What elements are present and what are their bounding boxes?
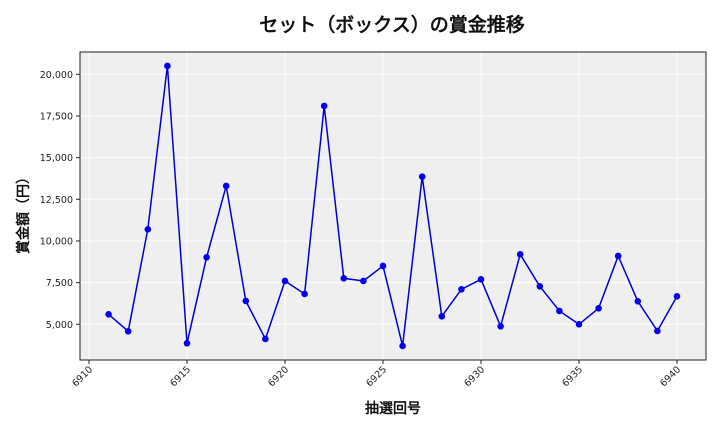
data-point-marker [222, 182, 230, 190]
data-point-marker [144, 226, 152, 233]
data-series [105, 62, 681, 350]
data-point-marker [203, 253, 210, 261]
data-point-marker [320, 102, 328, 110]
data-point-marker [536, 283, 544, 290]
y-tick-label: 7,500 [46, 278, 73, 289]
data-point-marker [477, 276, 485, 283]
data-point-marker [183, 340, 191, 347]
y-tick-label: 5,000 [46, 320, 73, 331]
data-point-marker [262, 335, 269, 343]
data-point-marker [458, 286, 465, 293]
y-tick-label: 17,500 [40, 111, 73, 122]
data-point-marker [301, 290, 308, 298]
x-tick-label: 6910 [70, 364, 95, 389]
data-point-marker [595, 305, 602, 312]
y-axis-label: 賞金額（円） [15, 170, 32, 254]
data-point-marker [399, 342, 406, 350]
data-point-marker [634, 298, 642, 305]
data-point-marker [673, 293, 681, 300]
y-axis-ticks: 5,000 7,500 10,000 12,500 15,000 17,500 20,000 [40, 70, 80, 331]
x-tick-label: 6935 [560, 364, 585, 389]
data-point-marker [105, 311, 112, 318]
data-point-marker [340, 275, 348, 282]
plot-area [80, 52, 706, 360]
data-point-marker [242, 297, 250, 305]
x-axis-label: 抽選回号 [365, 400, 421, 417]
y-tick-label: 20,000 [40, 70, 73, 81]
x-tick-label: 6940 [658, 364, 683, 389]
chart-title: セット（ボックス）の賞金推移 [259, 13, 524, 36]
data-point-marker [418, 173, 426, 180]
data-point-marker [654, 327, 661, 335]
data-point-marker [556, 307, 563, 315]
data-point-marker [124, 328, 132, 335]
data-point-marker [516, 251, 524, 258]
data-point-marker [379, 262, 387, 270]
data-point-marker [614, 252, 622, 260]
plot-frame [79, 51, 707, 361]
data-point-marker [360, 277, 367, 285]
x-axis-ticks: 6910 6915 6920 6925 6930 6935 6940 [70, 360, 683, 389]
x-tick-label: 6915 [168, 364, 193, 389]
y-tick-label: 15,000 [40, 153, 73, 164]
data-point-marker [575, 321, 583, 328]
x-tick-label: 6930 [462, 364, 487, 389]
x-tick-label: 6925 [364, 364, 389, 389]
y-tick-label: 12,500 [40, 195, 73, 206]
x-tick-label: 6920 [266, 364, 291, 389]
data-point-marker [164, 62, 171, 70]
gridlines [80, 52, 706, 360]
data-point-marker [438, 313, 446, 320]
data-point-marker [281, 277, 289, 285]
y-tick-label: 10,000 [40, 236, 73, 247]
data-point-marker [497, 323, 504, 330]
